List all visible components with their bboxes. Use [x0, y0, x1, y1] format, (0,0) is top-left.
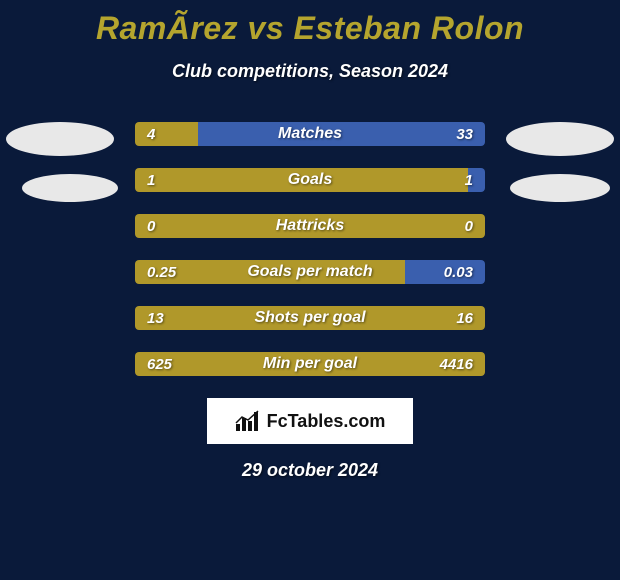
- stat-bar-left: [135, 260, 405, 284]
- bar-chart-icon: [235, 410, 261, 432]
- player-right-placeholder-1: [506, 122, 614, 156]
- stat-bar-right: [405, 260, 486, 284]
- stat-bar-left: [135, 214, 485, 238]
- stat-row: Hattricks00: [135, 214, 485, 238]
- stat-row: Shots per goal1316: [135, 306, 485, 330]
- stat-bar-left: [135, 306, 485, 330]
- branding-badge: FcTables.com: [207, 398, 413, 444]
- comparison-arena: Matches433 Goals11 Hattricks00 Goals per ma…: [0, 122, 620, 376]
- player-left-placeholder-2: [22, 174, 118, 202]
- comparison-bars: Matches433 Goals11 Hattricks00 Goals per ma…: [135, 122, 485, 376]
- stat-bar-left: [135, 122, 198, 146]
- stat-row: Min per goal6254416: [135, 352, 485, 376]
- page-subtitle: Club competitions, Season 2024: [0, 61, 620, 82]
- stat-row: Matches433: [135, 122, 485, 146]
- stat-bar-right: [468, 168, 486, 192]
- player-right-placeholder-2: [510, 174, 610, 202]
- branding-text: FcTables.com: [267, 411, 386, 432]
- player-left-placeholder-1: [6, 122, 114, 156]
- stat-row: Goals11: [135, 168, 485, 192]
- stat-bar-right: [198, 122, 485, 146]
- footer-date: 29 october 2024: [0, 460, 620, 481]
- page-title: RamÃ­rez vs Esteban Rolon: [0, 0, 620, 47]
- stat-bar-left: [135, 352, 485, 376]
- stat-bar-left: [135, 168, 468, 192]
- stat-row: Goals per match0.250.03: [135, 260, 485, 284]
